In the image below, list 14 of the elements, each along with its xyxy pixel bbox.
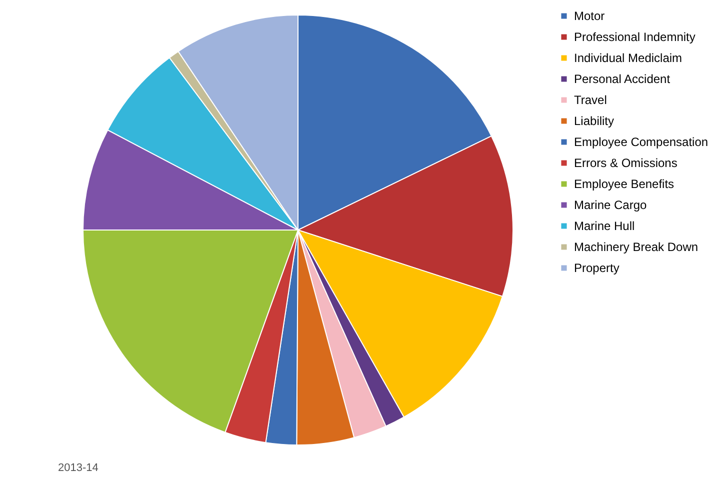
- legend-label: Travel: [574, 93, 607, 107]
- legend-label: Marine Cargo: [574, 198, 648, 212]
- legend-label: Individual Mediclaim: [574, 51, 682, 65]
- legend-label: Professional Indemnity: [574, 30, 696, 44]
- legend-label: Employee Compensation: [574, 135, 708, 149]
- legend-label: Errors & Omissions: [574, 156, 678, 170]
- legend-label: Property: [574, 261, 620, 275]
- legend-label: Marine Hull: [574, 219, 635, 233]
- legend-label: Personal Accident: [574, 72, 671, 86]
- text: 2013-14: [58, 462, 98, 474]
- legend-label: Motor: [574, 9, 605, 23]
- legend-label: Employee Benefits: [574, 177, 674, 191]
- legend-label: Liability: [574, 114, 614, 128]
- legend-label: Machinery Break Down: [574, 240, 698, 254]
